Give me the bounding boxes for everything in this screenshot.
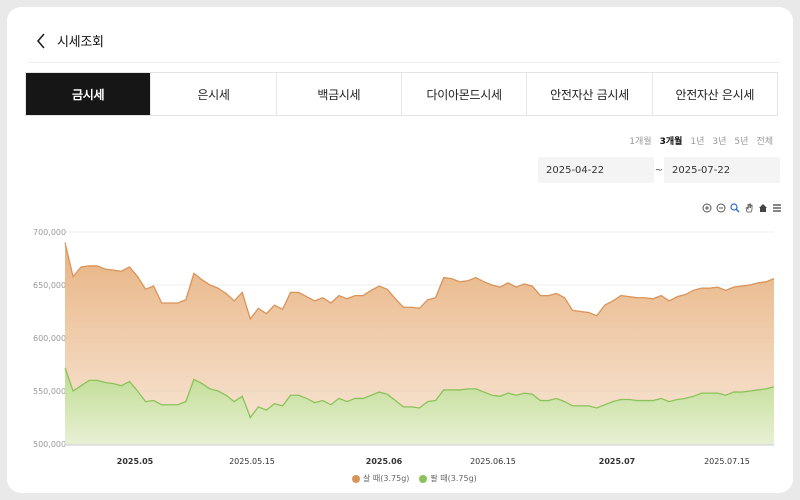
period-option-0[interactable]: 1개월 <box>629 137 652 147</box>
tab-5[interactable]: 안전자산 은시세 <box>675 87 755 102</box>
zoom-in-button[interactable] <box>701 202 713 214</box>
zoom-out-icon <box>716 203 726 213</box>
date-separator: ~ <box>654 164 664 176</box>
legend-sell-label: 팔 때(3.75g) <box>430 474 477 483</box>
legend-sell[interactable]: 팔 때(3.75g) <box>419 473 477 484</box>
tab-1[interactable]: 은시세 <box>151 73 277 115</box>
pan-button[interactable] <box>743 202 755 214</box>
series-line-1[interactable] <box>64 367 775 419</box>
magnify-icon <box>730 203 740 213</box>
chart-toolbar <box>701 202 783 214</box>
x-tick-label: 2025.07 <box>599 457 635 466</box>
period-option-1[interactable]: 3개월 <box>659 137 683 147</box>
legend-buy[interactable]: 살 때(3.75g) <box>352 473 409 484</box>
zoom-in-icon <box>702 203 712 213</box>
x-tick-label: 2025.05 <box>117 457 154 466</box>
chevron-left-icon <box>36 32 45 49</box>
tab-3[interactable]: 다이아몬드시세 <box>402 73 528 115</box>
tab-0[interactable]: 금시세 <box>26 73 152 115</box>
zoom-out-button[interactable] <box>715 202 727 214</box>
period-option-2[interactable]: 1년 <box>690 137 705 147</box>
period-option-5[interactable]: 전체 <box>756 137 773 147</box>
y-tick-label: 700,000 <box>33 228 66 237</box>
chart-svg: 700,000 650,000 600,000 550,000 500,000 2025.… <box>33 228 775 466</box>
y-tick-label: 500,000 <box>33 440 66 449</box>
chart-legend: 살 때(3.75g) 팔 때(3.75g) <box>352 473 477 484</box>
menu-button[interactable] <box>771 202 783 214</box>
back-button[interactable] <box>31 31 51 51</box>
x-tick-label: 2025.07.15 <box>704 457 750 466</box>
legend-sell-swatch <box>419 474 428 483</box>
magnify-button[interactable] <box>729 202 741 214</box>
tab-4[interactable]: 안전자산 금시세 <box>527 73 653 115</box>
pan-hand-icon <box>745 203 753 213</box>
start-date-input[interactable] <box>538 157 654 183</box>
legend-buy-label: 살 때(3.75g) <box>363 474 410 483</box>
tab-2[interactable]: 백금시세 <box>277 73 402 115</box>
end-date-input[interactable] <box>664 157 780 183</box>
page-header: 시세조회 <box>27 19 781 63</box>
menu-icon <box>773 204 781 212</box>
y-tick-label: 650,000 <box>33 281 66 290</box>
series-line-0[interactable] <box>64 242 775 321</box>
page-title: 시세조회 <box>57 35 104 50</box>
home-icon <box>759 204 767 212</box>
app-frame: 시세조회 금시세 은시세 백금시세 다이아몬드시세 안전자산 금시세 안전자산 은시세 1… <box>7 7 793 493</box>
y-tick-label: 550,000 <box>33 387 66 396</box>
date-range: ~ <box>538 157 780 183</box>
legend-buy-swatch <box>352 474 360 483</box>
series-area-1 <box>65 367 774 444</box>
home-button[interactable] <box>757 202 769 214</box>
x-tick-label: 2025.06.15 <box>470 457 516 466</box>
period-option-4[interactable]: 5년 <box>734 137 749 147</box>
x-tick-label: 2025.06 <box>366 457 403 466</box>
y-tick-label: 600,000 <box>33 334 66 343</box>
x-tick-label: 2025.05.15 <box>229 457 275 466</box>
period-option-3[interactable]: 3년 <box>712 137 727 147</box>
metal-tabs: 금시세 은시세 백금시세 다이아몬드시세 안전자산 금시세 안전자산 은시세 <box>25 72 778 116</box>
period-selector: 1개월 3개월 1년 3년 5년 전체 <box>629 134 773 147</box>
